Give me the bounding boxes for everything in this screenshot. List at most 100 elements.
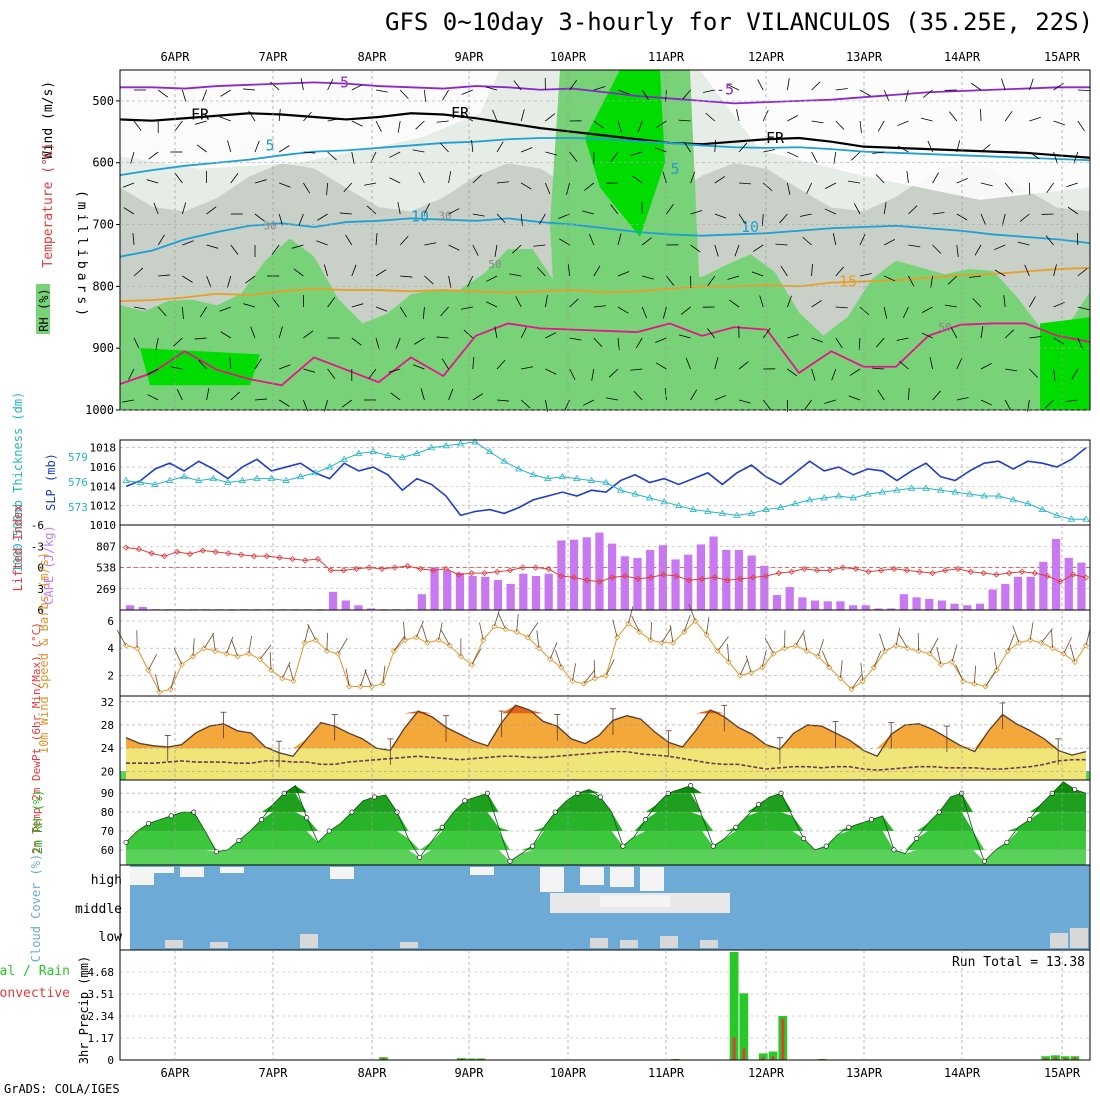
cape-bar [633,557,642,610]
rh-band-area [126,793,1086,813]
rh-marker [168,813,174,819]
temp-tick-label: 28 [101,719,114,732]
wind-barb [762,399,771,410]
wind-barb [948,111,958,122]
wind-barb [787,334,799,339]
wind-barb [304,625,310,643]
wind-barb [833,151,837,164]
cape-bar [658,545,667,610]
wind-barb [1004,399,1012,411]
date-label-top: 7APR [259,50,289,64]
li-tick-label: -3 [31,540,44,553]
wind-barb [1077,306,1090,311]
thickness-marker [398,453,407,460]
wind-marker [725,658,732,665]
wind-barb [898,632,908,649]
cape-bar [506,583,515,610]
wind-barb [375,306,388,312]
wind-barb [666,275,675,286]
thickness-marker [515,465,523,472]
rh-saturated-core [140,348,260,386]
precip-convective-bar [1073,1057,1077,1060]
wind-barb [412,149,425,153]
cape-bar [595,532,604,610]
wind-barb [196,144,207,153]
y-tick-label: 500 [92,94,114,108]
wind-barb [1051,630,1053,649]
wind-barb [549,642,558,660]
li-marker [711,574,718,581]
wind-barb [637,120,643,133]
wind-barb [974,244,982,256]
wind-barb [1077,337,1083,350]
wind-barb [605,659,615,676]
li-marker [596,578,603,585]
thickness-marker [413,449,421,456]
li-marker [814,567,821,574]
thickness-marker [253,474,261,482]
wind-barb [448,244,460,251]
li-marker [916,568,923,575]
slp-tick-label: 1018 [90,442,117,455]
wind-barb [739,659,748,676]
wind-barb [440,629,451,646]
thickness-marker [849,494,857,501]
wind-marker [189,653,197,660]
wind-barb [630,368,643,371]
wind-barb [738,213,746,225]
cloud-high-patch [220,867,244,873]
thickness-marker [573,474,581,482]
wind-barb [1066,182,1078,188]
wind-barb [133,120,142,131]
wind-barb [303,330,314,339]
wind-barb [421,625,428,643]
thickness-marker [442,442,450,449]
rh-marker [123,839,129,845]
thickness-marker [587,476,596,483]
rh-tick-label: 80 [101,806,114,819]
wind-barb [230,173,239,184]
li-marker [1006,570,1013,577]
wind-barb [563,399,570,411]
wind-marker [480,636,487,644]
wind-barb [897,120,909,127]
wind-barb [472,244,479,256]
credit-text: GrADS: COLA/IGES [4,1082,120,1096]
wind-barb [759,295,764,308]
wind-marker [335,650,342,657]
wind-barb [323,264,328,277]
li-marker [263,553,270,560]
cape-bar [493,579,503,610]
wind-barb [641,237,652,246]
thickness-tick-label: 576 [68,476,88,489]
wind-barb [707,275,716,286]
wind-barb [1019,213,1030,222]
thickness-marker [965,490,974,497]
cape-bar [138,606,147,610]
wind-barb [835,120,845,130]
wind-tick-label: 6 [107,615,114,628]
wind-barb [883,89,890,102]
wind-barb [969,275,982,278]
rh-marker [1072,786,1078,792]
li-marker [225,550,232,557]
wind-barb [230,244,239,255]
li-marker [430,567,437,574]
cape-bar [823,601,832,610]
cape-bar [836,601,845,610]
slp-tick-label: 1010 [90,519,117,532]
wind-barb [921,332,933,339]
wind-barb [932,212,945,215]
wind-barb [1063,637,1072,654]
wind-barb [472,393,484,401]
thickness-marker [485,447,494,454]
cape-bar [354,605,363,610]
thickness-marker [500,457,508,464]
wind-barb [219,116,231,122]
dewpoint-line [126,750,1086,771]
rh-marker [755,802,761,808]
wind-barb [832,233,837,246]
wind-barb [762,109,769,122]
wind-barb [393,636,405,652]
wind-barb [617,306,629,314]
